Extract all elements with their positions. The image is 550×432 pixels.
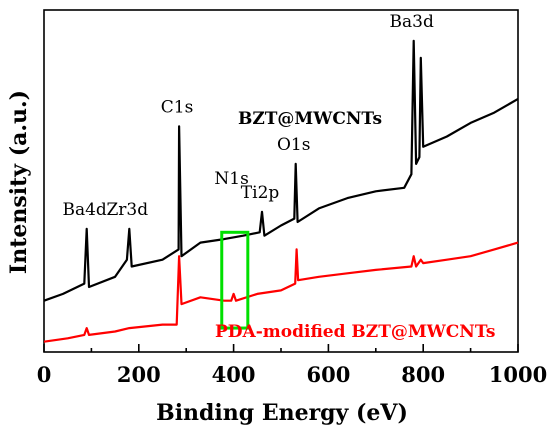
x-tick-label: 1000: [489, 362, 547, 387]
series-label-pda-modified: PDA-modified BZT@MWCNTs: [215, 322, 496, 342]
x-axis-title: Binding Energy (eV): [156, 400, 408, 426]
x-tick-label: 0: [37, 362, 52, 387]
series-line-0: [43, 39, 519, 302]
n1s-highlight-box: [220, 230, 250, 330]
peak-label: Ti2p: [241, 183, 280, 203]
peak-label: Zr3d: [106, 200, 148, 220]
x-tick-label: 600: [306, 362, 350, 387]
peak-label: Ba3d: [390, 12, 434, 32]
x-tick-label: 200: [117, 362, 161, 387]
peak-label: O1s: [277, 135, 310, 155]
x-tick-label: 800: [401, 362, 445, 387]
peak-label: N1s: [214, 169, 248, 189]
series-line-1: [43, 241, 519, 343]
plot-frame: [43, 9, 519, 353]
x-tick-label: 400: [212, 362, 256, 387]
peak-label: C1s: [161, 97, 194, 117]
y-axis-title: Intensity (a.u.): [6, 90, 32, 274]
peak-label: Ba4d: [62, 200, 106, 220]
series-label-bzt-mwcnts: BZT@MWCNTs: [238, 109, 382, 129]
